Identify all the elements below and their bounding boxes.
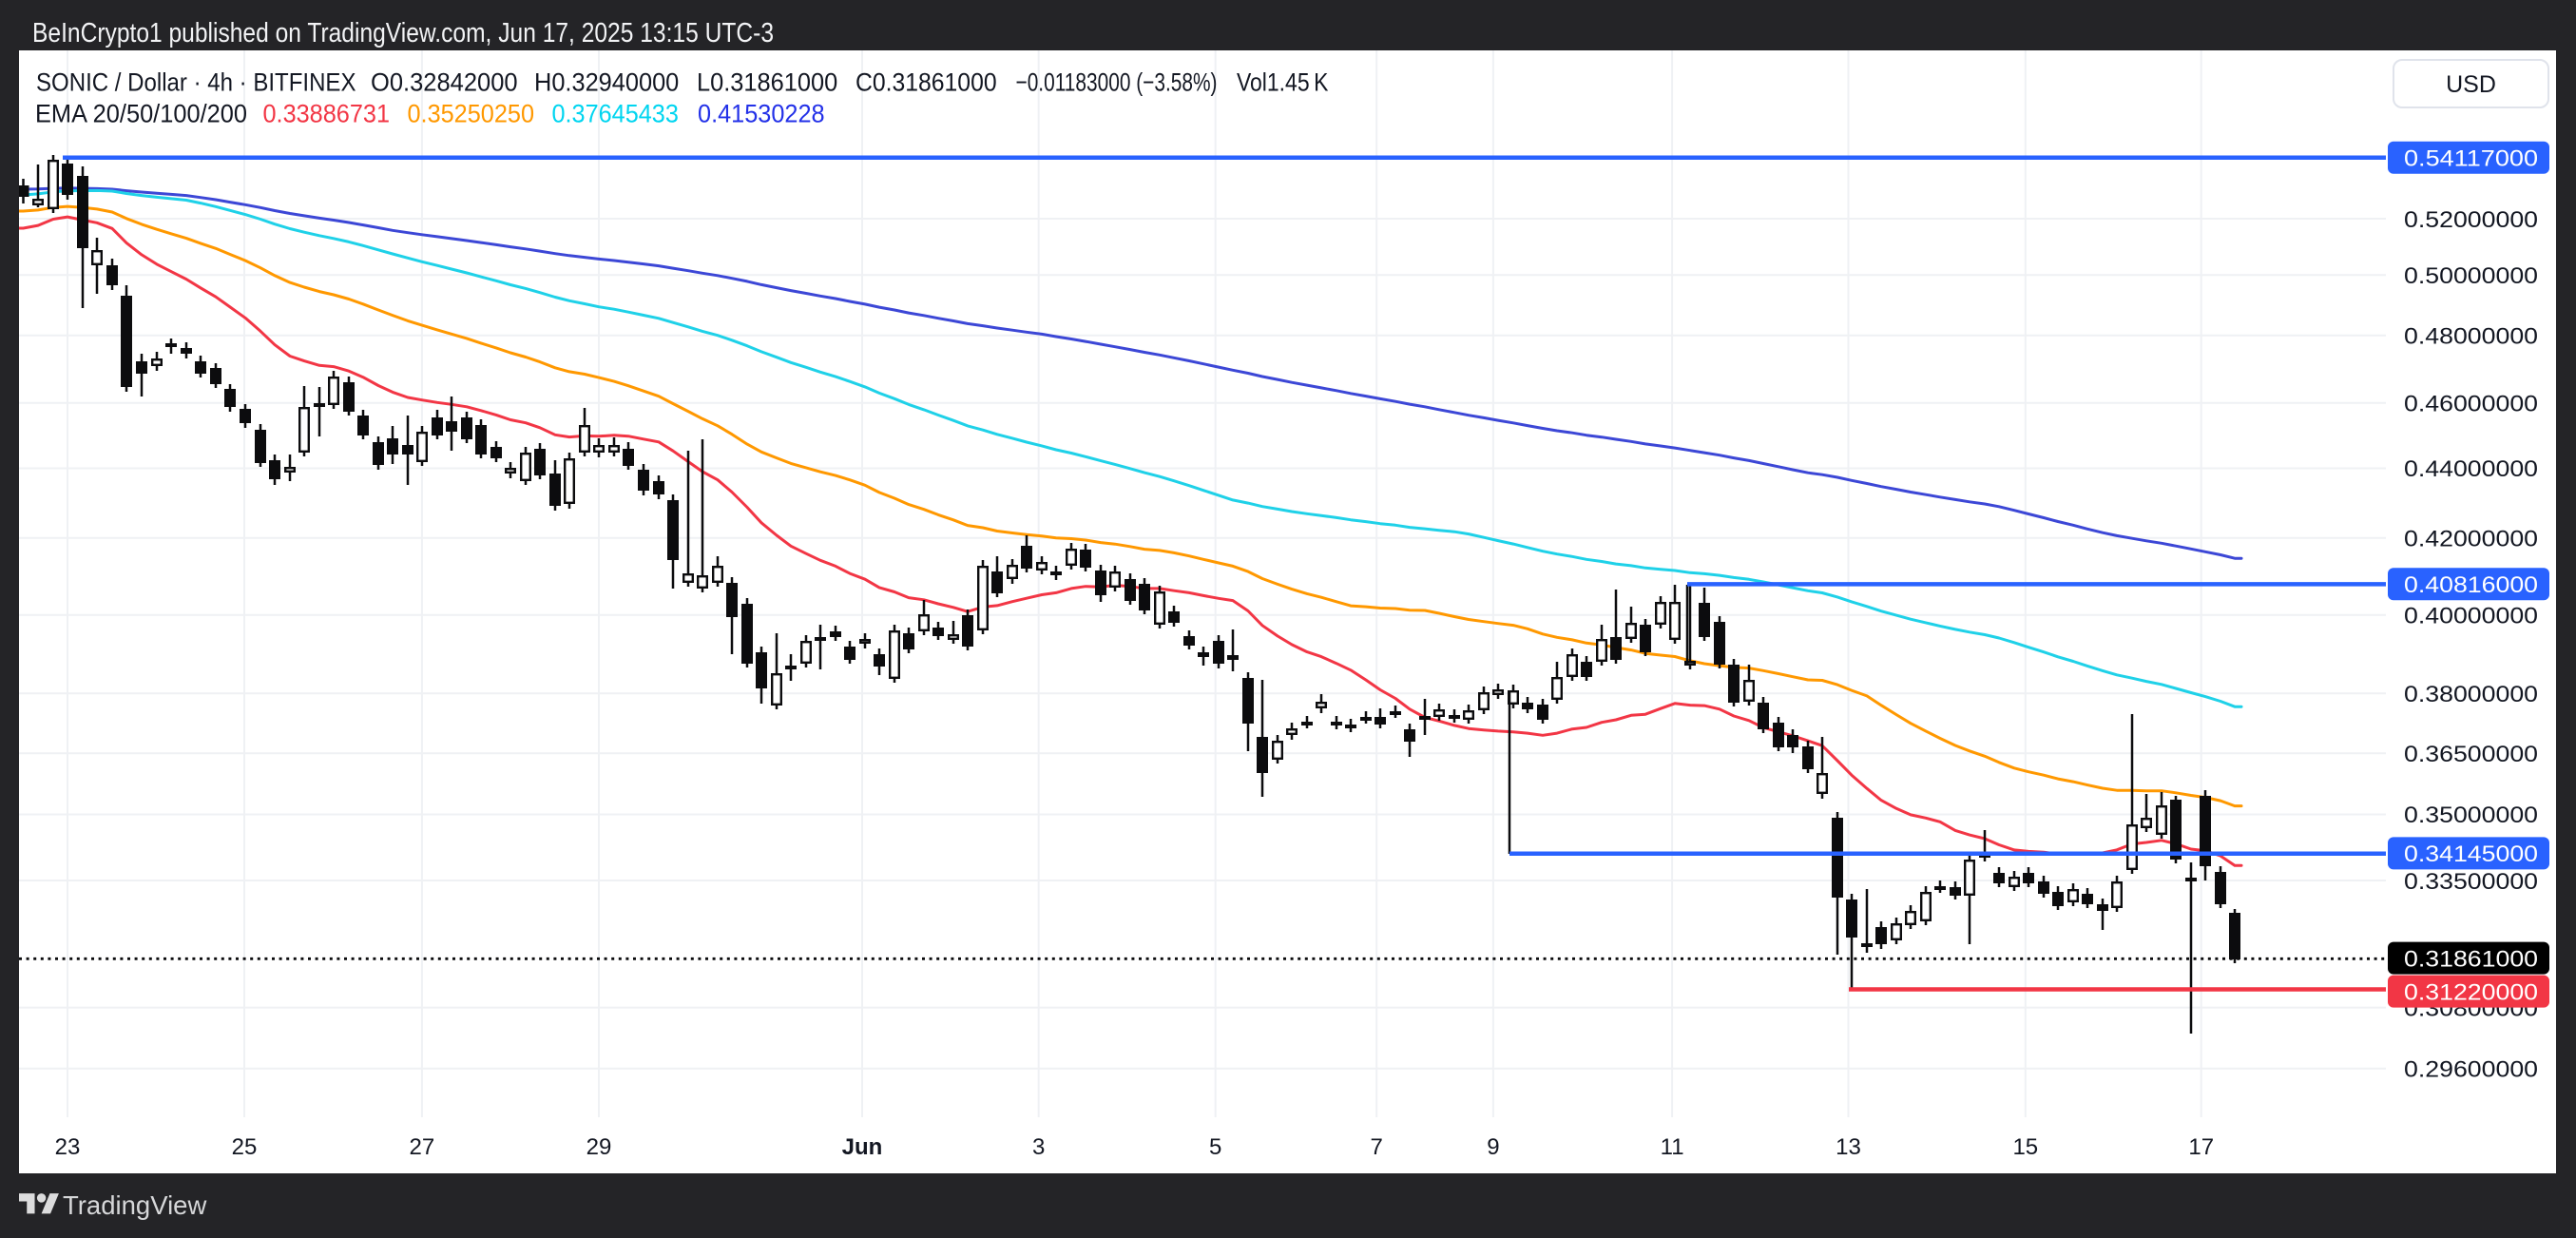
svg-text:17: 17 bbox=[2188, 1134, 2214, 1160]
svg-text:C0.31861000: C0.31861000 bbox=[855, 68, 997, 96]
svg-text:7: 7 bbox=[1371, 1134, 1383, 1160]
svg-text:0.40000000: 0.40000000 bbox=[2404, 604, 2538, 629]
svg-text:0.34145000: 0.34145000 bbox=[2404, 841, 2538, 867]
svg-text:0.38000000: 0.38000000 bbox=[2404, 682, 2538, 707]
svg-text:0.37645433: 0.37645433 bbox=[552, 100, 679, 128]
svg-text:5: 5 bbox=[1209, 1134, 1221, 1160]
svg-text:0.35250250: 0.35250250 bbox=[408, 100, 535, 128]
svg-text:EMA 20/50/100/200: EMA 20/50/100/200 bbox=[35, 100, 247, 128]
svg-text:0.36500000: 0.36500000 bbox=[2404, 742, 2538, 767]
svg-text:0.46000000: 0.46000000 bbox=[2404, 391, 2538, 416]
svg-text:BeInCrypto1 published on Tradi: BeInCrypto1 published on TradingView.com… bbox=[32, 18, 774, 48]
svg-text:SONIC / Dollar · 4h · BITFINEX: SONIC / Dollar · 4h · BITFINEX bbox=[36, 68, 356, 96]
svg-text:0.40816000: 0.40816000 bbox=[2404, 572, 2538, 598]
svg-text:0.48000000: 0.48000000 bbox=[2404, 323, 2538, 349]
svg-text:L0.31861000: L0.31861000 bbox=[697, 68, 837, 96]
svg-text:0.50000000: 0.50000000 bbox=[2404, 263, 2538, 289]
svg-text:O0.32842000: O0.32842000 bbox=[371, 68, 518, 96]
svg-text:29: 29 bbox=[586, 1134, 612, 1160]
svg-text:0.29600000: 0.29600000 bbox=[2404, 1057, 2538, 1083]
svg-text:11: 11 bbox=[1661, 1134, 1684, 1160]
svg-text:27: 27 bbox=[410, 1134, 435, 1160]
svg-text:0.54117000: 0.54117000 bbox=[2404, 146, 2538, 172]
svg-text:0.42000000: 0.42000000 bbox=[2404, 527, 2538, 552]
svg-text:Jun: Jun bbox=[842, 1134, 883, 1160]
svg-text:0.44000000: 0.44000000 bbox=[2404, 456, 2538, 482]
svg-text:USD: USD bbox=[2446, 71, 2496, 98]
svg-text:0.35000000: 0.35000000 bbox=[2404, 803, 2538, 828]
svg-text:H0.32940000: H0.32940000 bbox=[534, 68, 679, 96]
svg-text:Vol1.45 K: Vol1.45 K bbox=[1237, 68, 1329, 96]
svg-text:0.31861000: 0.31861000 bbox=[2404, 946, 2538, 972]
svg-text:−0.01183000 (−3.58%): −0.01183000 (−3.58%) bbox=[1016, 68, 1218, 96]
svg-text:0.33500000: 0.33500000 bbox=[2404, 869, 2538, 895]
svg-text:TradingView: TradingView bbox=[63, 1190, 206, 1220]
svg-text:0.41530228: 0.41530228 bbox=[698, 100, 825, 128]
svg-text:13: 13 bbox=[1836, 1134, 1861, 1160]
svg-text:0.52000000: 0.52000000 bbox=[2404, 207, 2538, 233]
svg-text:3: 3 bbox=[1032, 1134, 1045, 1160]
svg-text:9: 9 bbox=[1487, 1134, 1499, 1160]
svg-text:25: 25 bbox=[232, 1134, 258, 1160]
svg-text:15: 15 bbox=[2012, 1134, 2038, 1160]
svg-text:23: 23 bbox=[55, 1134, 81, 1160]
svg-text:0.33886731: 0.33886731 bbox=[263, 100, 391, 128]
svg-text:0.31220000: 0.31220000 bbox=[2404, 979, 2538, 1005]
